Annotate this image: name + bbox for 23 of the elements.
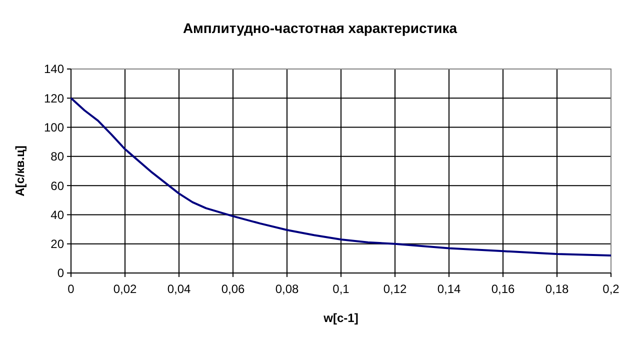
- x-tick-label: 0,2: [602, 282, 620, 296]
- y-axis-title: A[c/кв.ц]: [13, 146, 27, 196]
- y-tick-label: 0: [57, 266, 64, 280]
- y-tick-label: 140: [44, 62, 64, 76]
- x-tick-label: 0,1: [332, 282, 350, 296]
- y-tick-label: 60: [50, 178, 64, 193]
- x-tick-label: 0,06: [221, 282, 245, 296]
- y-tick-label: 120: [44, 91, 64, 106]
- x-tick-label: 0,02: [113, 282, 137, 296]
- chart-title: Амплитудно-частотная характеристика: [182, 20, 458, 36]
- y-tick-label: 80: [50, 150, 64, 164]
- x-tick-label: 0,18: [545, 282, 569, 296]
- y-tick-label: 40: [50, 208, 64, 222]
- x-tick-label: 0,12: [383, 282, 407, 296]
- x-tick-label: 0,08: [275, 282, 299, 296]
- x-axis-title: w[c-1]: [322, 311, 358, 325]
- x-tick-label: 0,14: [437, 282, 461, 296]
- line-series: [70, 97, 612, 257]
- x-tick-label: 0: [68, 282, 75, 296]
- x-tick-label: 0,04: [167, 282, 191, 296]
- y-tick-label: 20: [50, 237, 64, 252]
- x-tick-label: 0,16: [491, 282, 515, 296]
- y-tick-label: 100: [44, 120, 64, 134]
